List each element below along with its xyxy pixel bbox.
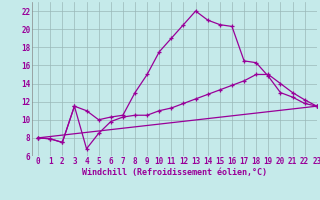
- X-axis label: Windchill (Refroidissement éolien,°C): Windchill (Refroidissement éolien,°C): [82, 168, 267, 177]
